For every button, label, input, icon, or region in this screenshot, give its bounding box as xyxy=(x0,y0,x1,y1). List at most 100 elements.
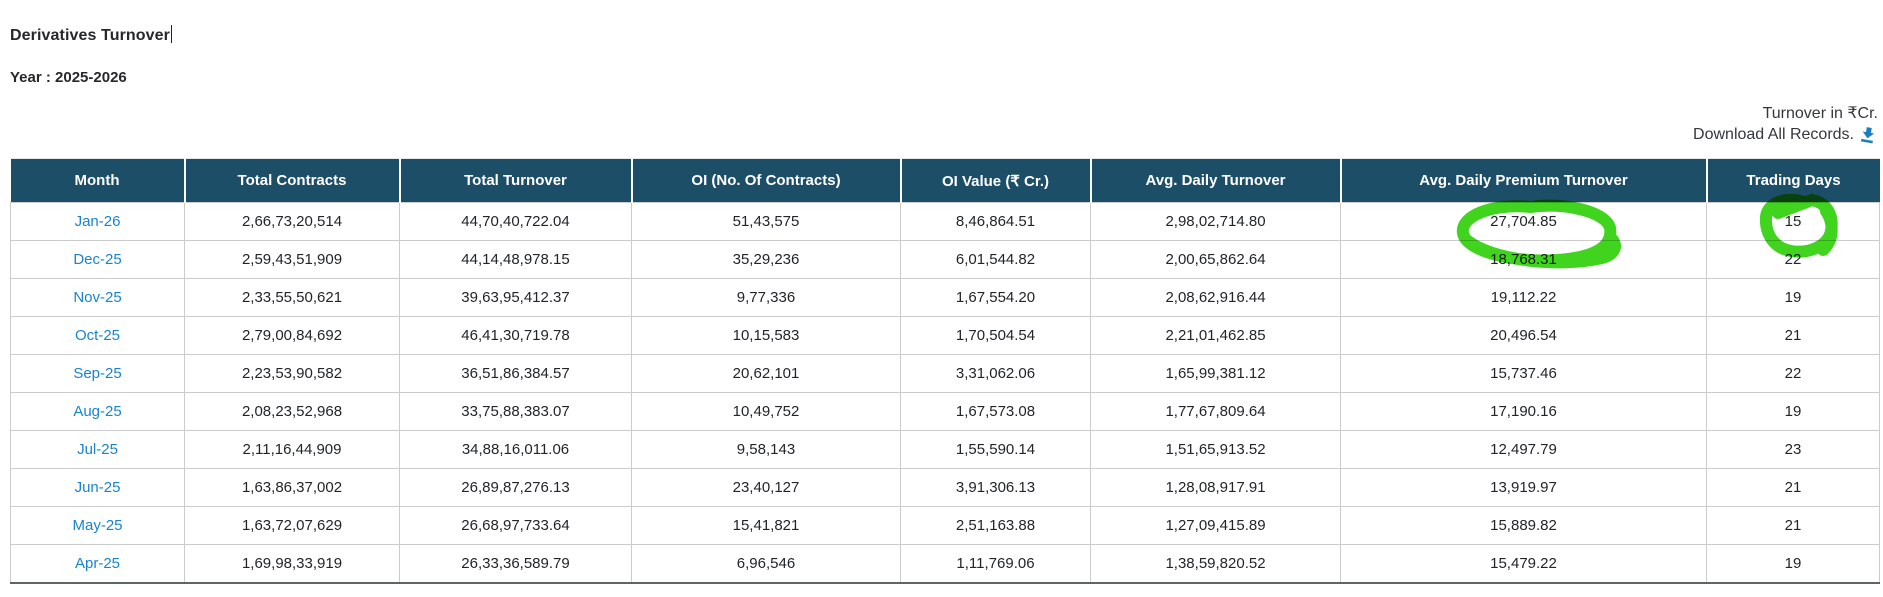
value-cell: 18,768.31 xyxy=(1340,240,1707,279)
value-cell: 1,55,590.14 xyxy=(900,430,1091,469)
page-title-text: Derivatives Turnover xyxy=(10,27,170,44)
value-cell: 8,46,864.51 xyxy=(900,202,1091,241)
month-cell: Jul-25 xyxy=(10,430,185,469)
column-header-oi-contracts: OI (No. Of Contracts) xyxy=(631,158,902,203)
month-cell: Jun-25 xyxy=(10,468,185,507)
value-cell: 13,919.97 xyxy=(1340,468,1707,507)
value-cell: 2,51,163.88 xyxy=(900,506,1091,545)
value-cell: 15,479.22 xyxy=(1340,544,1707,583)
download-icon[interactable] xyxy=(1858,125,1878,145)
month-link[interactable]: Jul-25 xyxy=(77,441,118,458)
value-cell: 2,21,01,462.85 xyxy=(1090,316,1341,355)
month-cell: Sep-25 xyxy=(10,354,185,393)
value-cell: 44,70,40,722.04 xyxy=(399,202,632,241)
column-header-avg-daily-turnover: Avg. Daily Turnover xyxy=(1090,158,1342,203)
value-cell: 2,98,02,714.80 xyxy=(1090,202,1341,241)
download-all-records-link[interactable]: Download All Records. xyxy=(1693,124,1878,145)
month-link[interactable]: Dec-25 xyxy=(73,251,122,268)
download-all-records-label: Download All Records. xyxy=(1693,126,1854,143)
value-cell: 2,66,73,20,514 xyxy=(184,202,400,241)
table-row: Jan-26 2,66,73,20,514 44,70,40,722.04 51,43… xyxy=(10,202,1880,241)
value-cell: 1,11,769.06 xyxy=(900,544,1091,583)
value-cell: 1,70,504.54 xyxy=(900,316,1091,355)
value-cell: 21 xyxy=(1706,316,1880,355)
value-cell: 39,63,95,412.37 xyxy=(399,278,632,317)
value-cell: 51,43,575 xyxy=(631,202,901,241)
month-link[interactable]: Aug-25 xyxy=(73,403,122,420)
value-cell: 21 xyxy=(1706,468,1880,507)
column-header-trading-days: Trading Days xyxy=(1706,158,1880,203)
value-cell: 10,49,752 xyxy=(631,392,901,431)
value-cell: 1,28,08,917.91 xyxy=(1090,468,1341,507)
value-cell: 19,112.22 xyxy=(1340,278,1707,317)
value-cell: 27,704.85 xyxy=(1340,202,1707,241)
value-cell: 33,75,88,383.07 xyxy=(399,392,632,431)
value-cell: 6,01,544.82 xyxy=(900,240,1091,279)
page-title: Derivatives Turnover xyxy=(10,25,172,45)
value-cell: 36,51,86,384.57 xyxy=(399,354,632,393)
month-link[interactable]: May-25 xyxy=(72,517,123,534)
table-row: Dec-25 2,59,43,51,909 44,14,48,978.15 35,29… xyxy=(10,240,1880,279)
month-link[interactable]: Jan-26 xyxy=(74,213,121,230)
value-cell: 2,33,55,50,621 xyxy=(184,278,400,317)
value-cell: 20,62,101 xyxy=(631,354,901,393)
month-link[interactable]: Apr-25 xyxy=(74,554,121,572)
value-cell: 2,08,62,916.44 xyxy=(1090,278,1341,317)
month-link[interactable]: Nov-25 xyxy=(73,289,122,306)
value-cell: 26,89,87,276.13 xyxy=(399,468,632,507)
value-cell: 2,08,23,52,968 xyxy=(184,392,400,431)
value-cell: 1,69,98,33,919 xyxy=(184,544,400,583)
value-cell: 44,14,48,978.15 xyxy=(399,240,632,279)
value-cell: 19 xyxy=(1706,544,1880,583)
month-link[interactable]: Jun-25 xyxy=(74,479,121,496)
value-cell: 1,27,09,415.89 xyxy=(1090,506,1341,545)
value-cell: 22 xyxy=(1706,354,1880,393)
month-cell: May-25 xyxy=(10,506,185,545)
table-body: Jan-26 2,66,73,20,514 44,70,40,722.04 51,43… xyxy=(10,202,1880,583)
table-row: Sep-25 2,23,53,90,582 36,51,86,384.57 20,62… xyxy=(10,354,1880,393)
month-link[interactable]: Sep-25 xyxy=(73,365,122,382)
month-cell: Oct-25 xyxy=(10,316,185,355)
column-header-total-contracts: Total Contracts xyxy=(184,158,401,203)
table-row: May-25 1,63,72,07,629 26,68,97,733.64 15,41… xyxy=(10,506,1880,545)
column-header-avg-daily-premium-turnover: Avg. Daily Premium Turnover xyxy=(1340,158,1708,203)
value-cell: 15,41,821 xyxy=(631,506,901,545)
value-cell: 26,68,97,733.64 xyxy=(399,506,632,545)
column-header-month: Month xyxy=(10,158,186,203)
value-cell: 1,67,554.20 xyxy=(900,278,1091,317)
value-cell: 6,96,546 xyxy=(631,544,901,583)
value-cell: 15 xyxy=(1706,202,1880,241)
value-cell: 2,23,53,90,582 xyxy=(184,354,400,393)
value-cell: 23,40,127 xyxy=(631,468,901,507)
value-cell: 1,63,86,37,002 xyxy=(184,468,400,507)
value-cell: 3,91,306.13 xyxy=(900,468,1091,507)
value-cell: 1,65,99,381.12 xyxy=(1090,354,1341,393)
table-row: Jun-25 1,63,86,37,002 26,89,87,276.13 23,40… xyxy=(10,468,1880,507)
column-header-total-turnover: Total Turnover xyxy=(399,158,633,203)
value-cell: 34,88,16,011.06 xyxy=(399,430,632,469)
column-header-oi-value: OI Value (₹ Cr.) xyxy=(900,158,1092,203)
value-cell: 2,59,43,51,909 xyxy=(184,240,400,279)
month-cell: Aug-25 xyxy=(10,392,185,431)
value-cell: 19 xyxy=(1706,392,1880,431)
value-cell: 3,31,062.06 xyxy=(900,354,1091,393)
value-cell: 10,15,583 xyxy=(631,316,901,355)
month-link[interactable]: Oct-25 xyxy=(74,327,120,344)
value-cell: 23 xyxy=(1706,430,1880,469)
value-cell: 1,63,72,07,629 xyxy=(184,506,400,545)
value-cell: 21 xyxy=(1706,506,1880,545)
value-cell: 15,889.82 xyxy=(1340,506,1707,545)
value-cell: 2,00,65,862.64 xyxy=(1090,240,1341,279)
table-row: Jul-25 2,11,16,44,909 34,88,16,011.06 9,58,… xyxy=(10,430,1880,469)
value-cell: 1,51,65,913.52 xyxy=(1090,430,1341,469)
text-cursor xyxy=(171,25,172,44)
value-cell: 20,496.54 xyxy=(1340,316,1707,355)
value-cell: 22 xyxy=(1706,240,1880,279)
value-cell: 46,41,30,719.78 xyxy=(399,316,632,355)
table-meta: Turnover in ₹Cr. Download All Records. xyxy=(1693,103,1878,145)
value-cell: 2,79,00,84,692 xyxy=(184,316,400,355)
value-cell: 19 xyxy=(1706,278,1880,317)
month-cell: Nov-25 xyxy=(10,278,185,317)
value-cell: 35,29,236 xyxy=(631,240,901,279)
